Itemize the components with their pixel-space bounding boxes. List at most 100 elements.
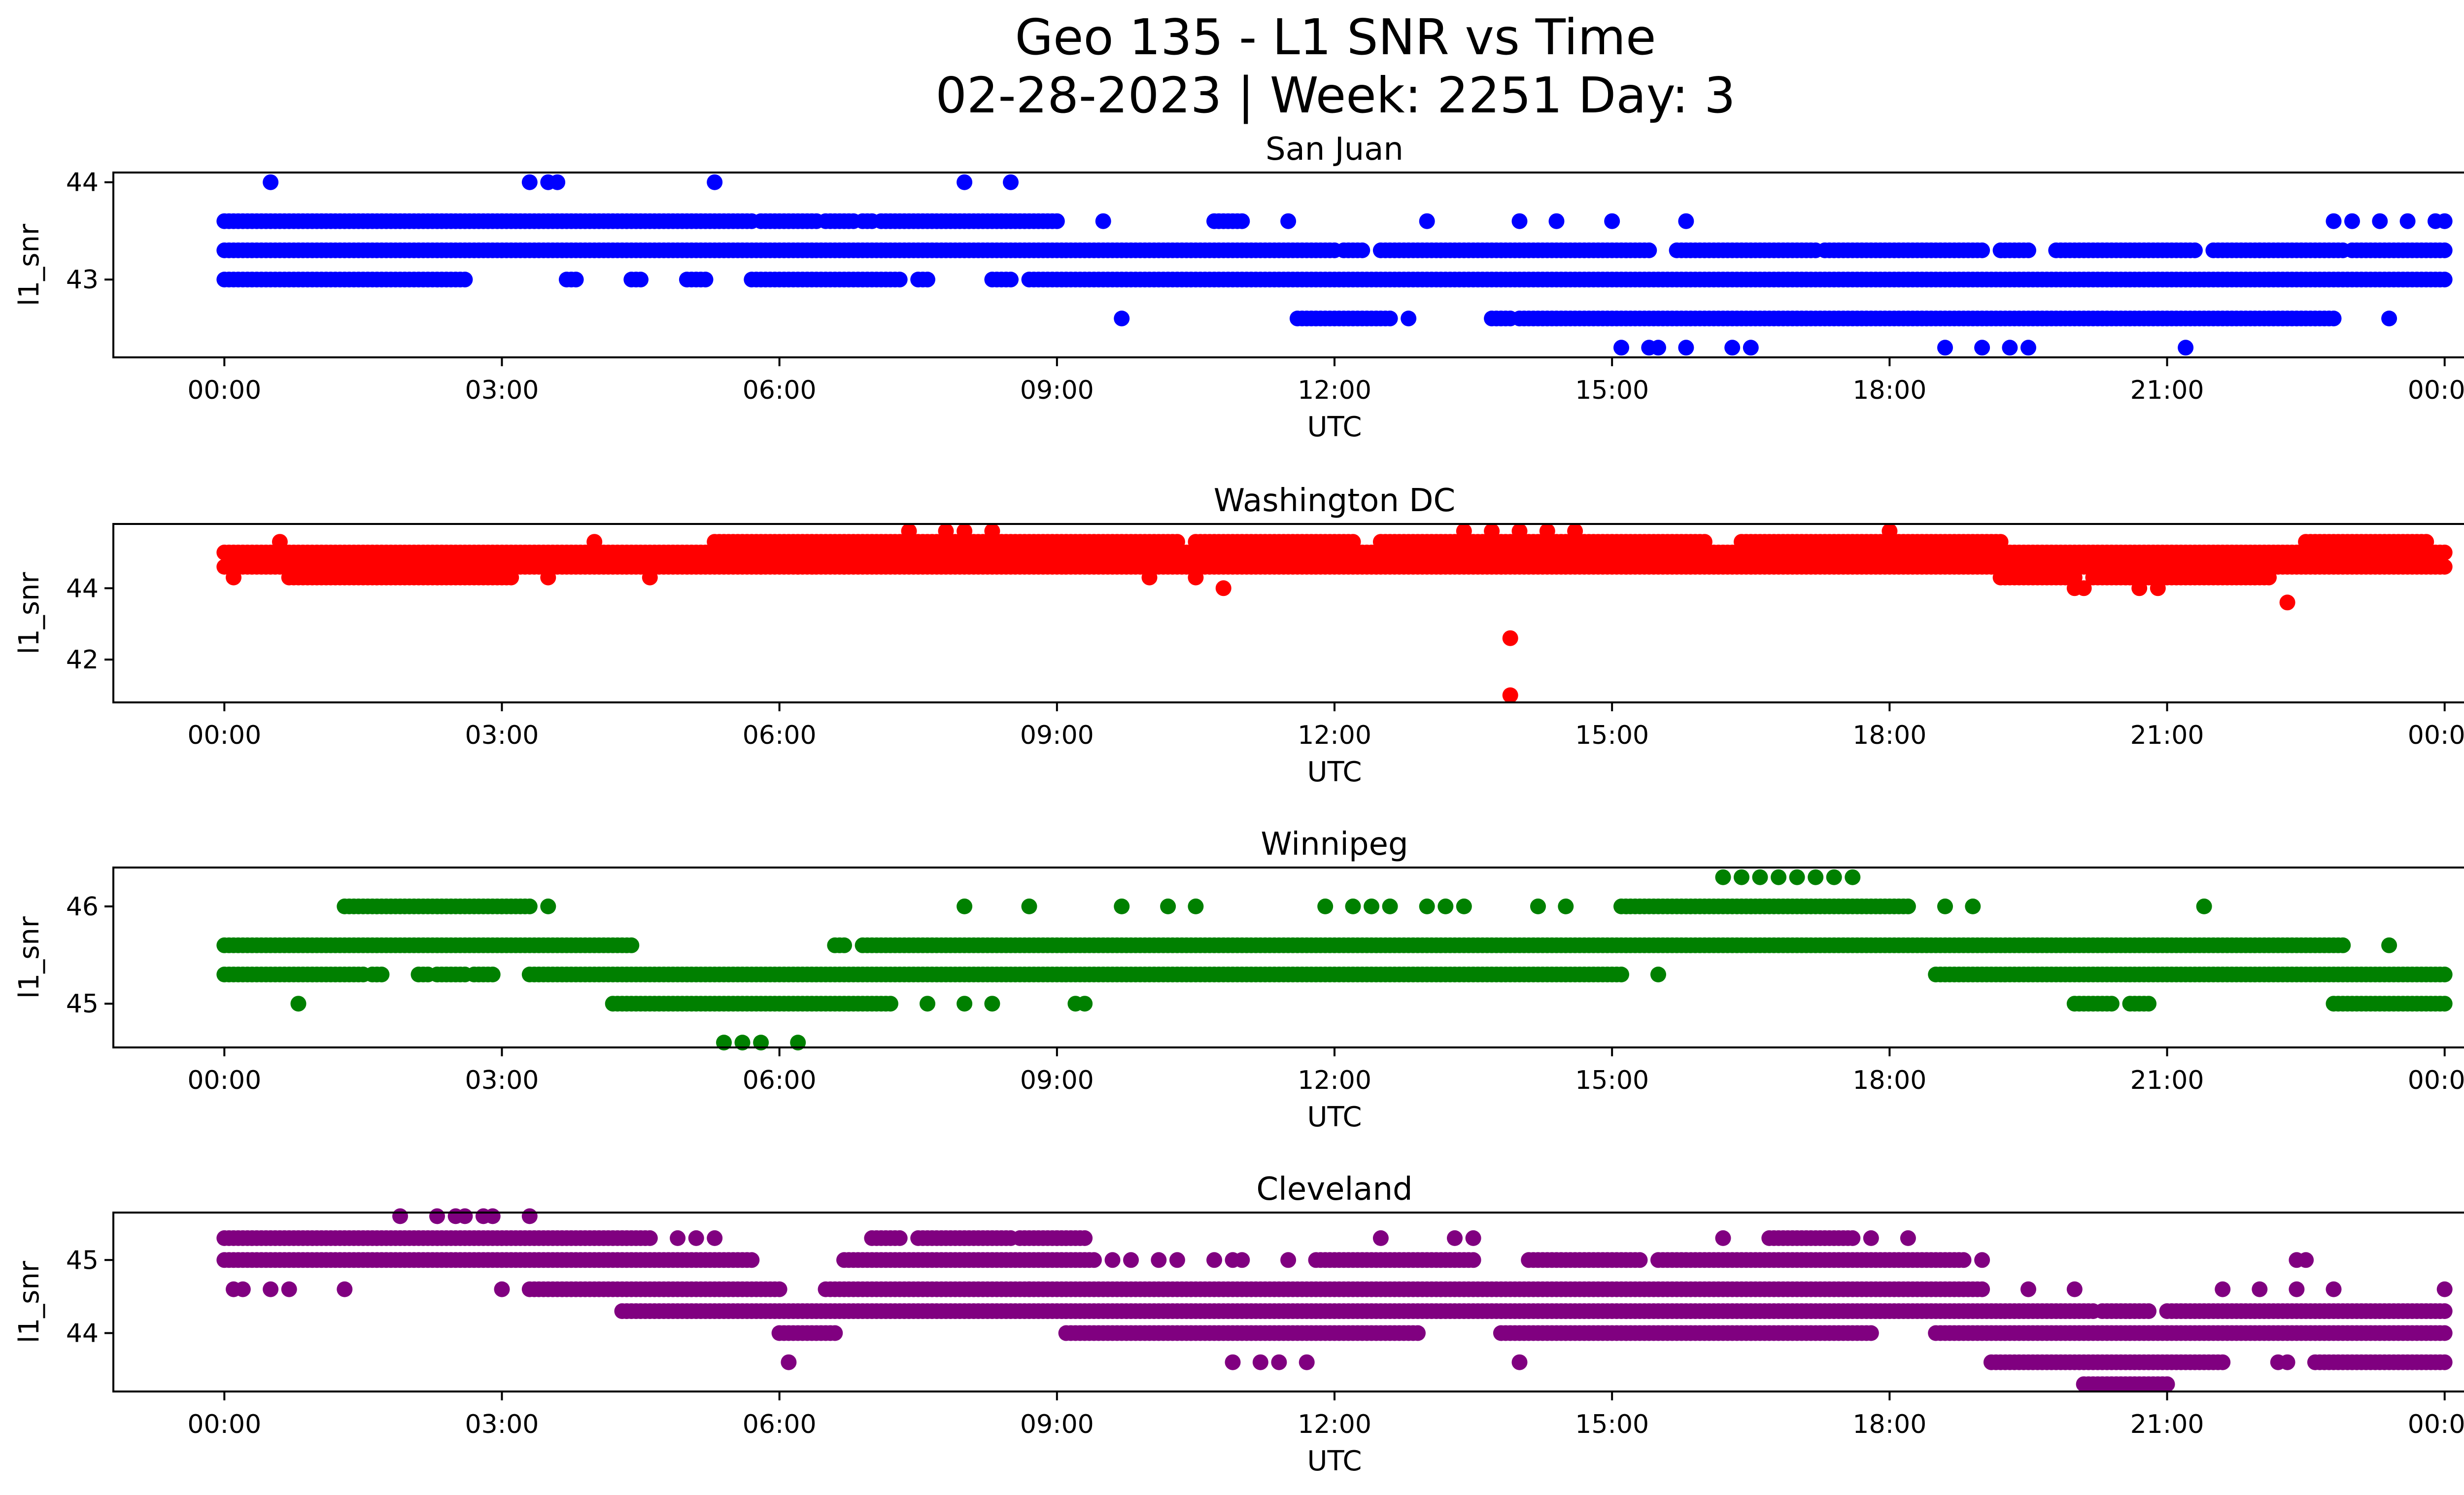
- data-point: [1280, 213, 1297, 229]
- data-point: [1789, 869, 1805, 885]
- data-point: [771, 1281, 787, 1297]
- data-point: [1317, 898, 1334, 914]
- scatter-series-san-juan: [216, 174, 2453, 356]
- data-point: [1641, 242, 1657, 258]
- plot-frame-san-juan: [112, 172, 2464, 358]
- data-point: [891, 272, 908, 288]
- data-point: [2436, 272, 2453, 288]
- figure-title-line-1: Geo 135 - L1 SNR vs Time: [1015, 8, 1656, 66]
- data-point: [2436, 213, 2453, 229]
- data-point: [1724, 340, 1741, 356]
- data-point: [1715, 869, 1731, 885]
- data-point: [1992, 534, 2009, 550]
- y-tick-label: 45: [66, 989, 99, 1019]
- data-point: [1382, 898, 1398, 914]
- data-point: [1354, 242, 1370, 258]
- subplot-title-san-juan: San Juan: [1266, 131, 1403, 168]
- data-point: [2436, 558, 2453, 575]
- data-point: [1456, 898, 1472, 914]
- data-point: [521, 898, 538, 914]
- data-point: [836, 558, 852, 575]
- x-tick-label: 18:00: [1852, 376, 1926, 405]
- data-point: [263, 174, 279, 190]
- data-point: [2252, 242, 2268, 258]
- y-tick-label: 42: [66, 645, 99, 675]
- x-tick-label: 09:00: [1020, 1066, 1094, 1095]
- data-point: [1965, 898, 1981, 914]
- data-point: [623, 937, 640, 953]
- data-point: [1974, 242, 1990, 258]
- x-axis-label: UTC: [1307, 411, 1362, 443]
- data-point: [2002, 340, 2018, 356]
- data-point: [1650, 340, 1666, 356]
- data-point: [2103, 996, 2120, 1012]
- data-point: [642, 569, 658, 586]
- x-tick-label: 06:00: [743, 721, 817, 750]
- x-tick-label: 12:00: [1298, 721, 1371, 750]
- data-point: [984, 996, 1000, 1012]
- data-point: [1419, 213, 1435, 229]
- x-tick-label: 12:00: [1298, 1066, 1371, 1095]
- data-point: [2261, 569, 2277, 586]
- data-point: [744, 1252, 760, 1268]
- data-point: [2399, 213, 2416, 229]
- scatter-series-cleveland: [216, 1208, 2453, 1392]
- data-point: [1678, 340, 1694, 356]
- data-point: [920, 996, 935, 1012]
- data-point: [1169, 534, 1185, 550]
- data-point: [1188, 898, 1204, 914]
- data-point: [707, 174, 723, 190]
- data-point: [2344, 213, 2360, 229]
- data-point: [1364, 898, 1380, 914]
- data-point: [1678, 213, 1694, 229]
- data-point: [521, 174, 538, 190]
- x-tick-label: 00:00: [2408, 721, 2464, 750]
- data-point: [1095, 213, 1111, 229]
- data-point: [1511, 523, 1528, 539]
- data-point: [957, 523, 973, 539]
- data-point: [1511, 213, 1528, 229]
- data-point: [790, 558, 806, 575]
- data-point: [1502, 687, 1518, 703]
- data-point: [457, 272, 473, 288]
- x-tick-label: 03:00: [465, 376, 539, 405]
- x-tick-label: 09:00: [1020, 376, 1094, 405]
- data-point: [2418, 534, 2434, 550]
- subplot-title-winnipeg: Winnipeg: [1261, 826, 1408, 863]
- data-point: [1955, 1252, 1972, 1268]
- y-axis-label: l1_snr: [13, 916, 45, 999]
- y-tick-label: 44: [66, 574, 99, 603]
- x-tick-label: 00:00: [2408, 1066, 2464, 1095]
- y-tick-label: 43: [66, 265, 99, 295]
- x-tick-label: 03:00: [465, 721, 539, 750]
- data-point: [272, 534, 288, 550]
- data-point: [1077, 996, 1093, 1012]
- data-point: [1345, 534, 1361, 550]
- data-point: [1188, 569, 1204, 586]
- x-tick-label: 09:00: [1020, 721, 1094, 750]
- data-point: [2436, 544, 2453, 560]
- data-point: [1502, 630, 1518, 646]
- data-point: [901, 523, 917, 539]
- x-tick-label: 06:00: [743, 376, 817, 405]
- data-point: [1882, 523, 1898, 539]
- data-point: [1382, 311, 1398, 327]
- data-point: [827, 1325, 843, 1341]
- data-point: [1401, 311, 1417, 327]
- data-point: [1808, 869, 1824, 885]
- data-point: [1086, 1252, 1102, 1268]
- data-point: [2436, 996, 2453, 1012]
- x-tick-label: 21:00: [2130, 376, 2204, 405]
- data-point: [1419, 898, 1435, 914]
- x-tick-label: 21:00: [2130, 721, 2204, 750]
- data-point: [1826, 869, 1842, 885]
- data-point: [226, 569, 241, 586]
- data-point: [1558, 898, 1574, 914]
- data-point: [290, 996, 307, 1012]
- data-point: [2020, 340, 2036, 356]
- data-point: [2326, 213, 2342, 229]
- data-point: [1974, 340, 1990, 356]
- x-tick-label: 18:00: [1852, 721, 1926, 750]
